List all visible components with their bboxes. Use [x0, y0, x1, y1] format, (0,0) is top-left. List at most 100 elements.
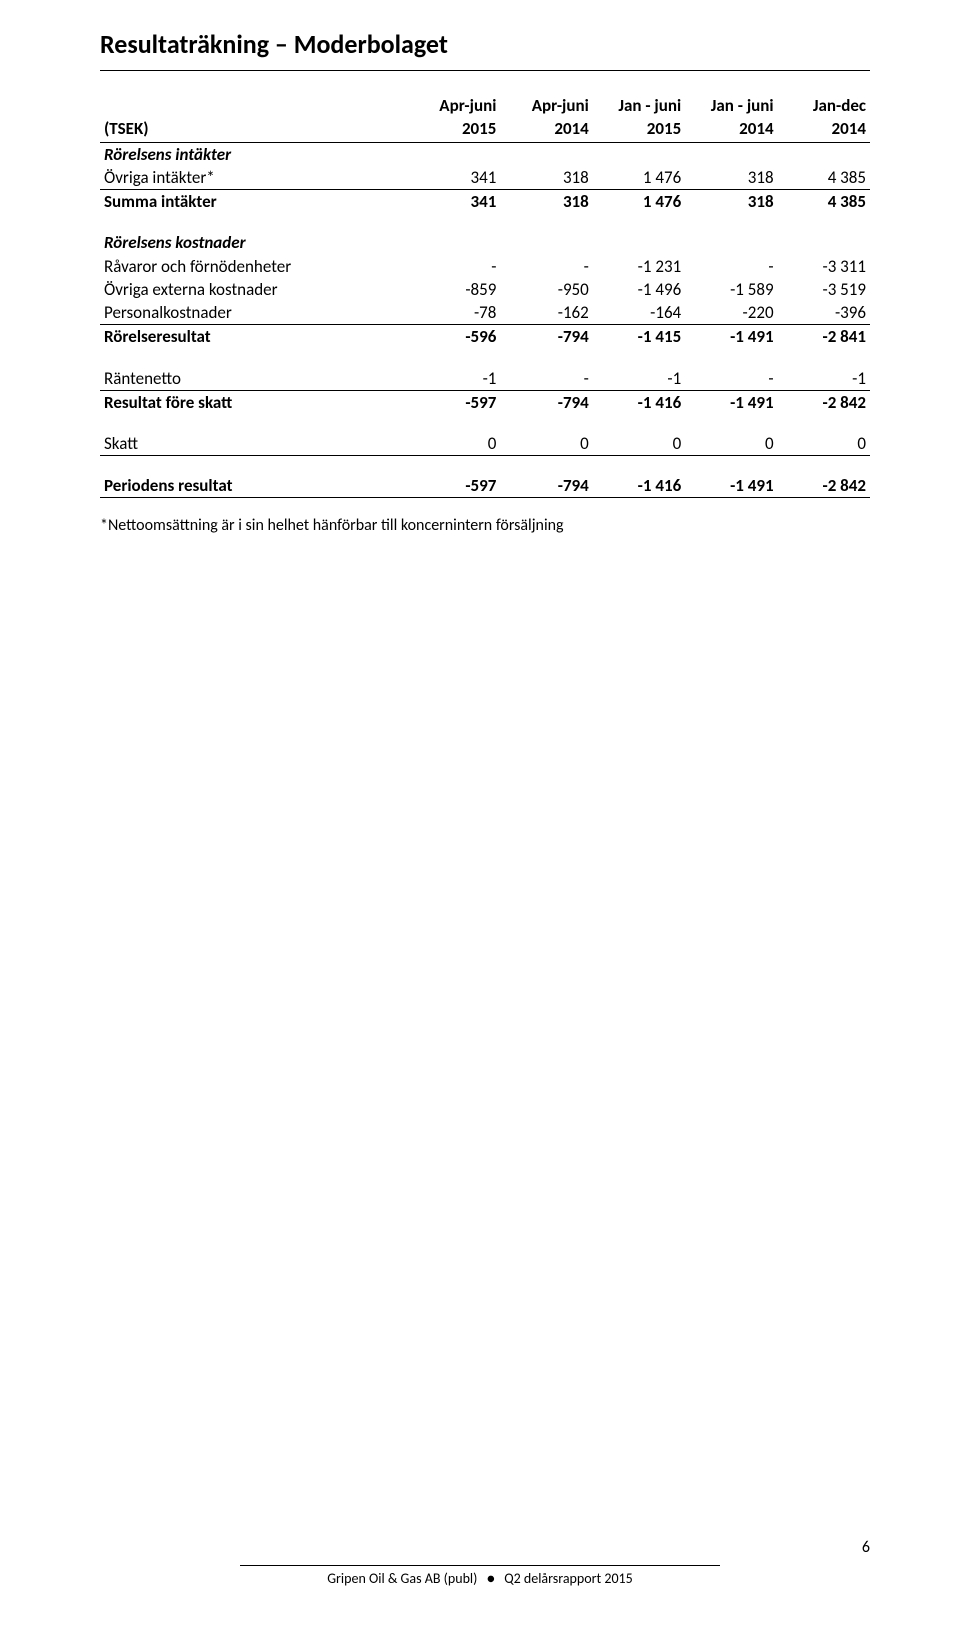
cell: 318 [685, 166, 777, 190]
table-row: Råvaror och förnödenheter - - -1 231 - -… [100, 255, 870, 278]
cell: -2 842 [778, 390, 870, 414]
cell: -597 [408, 390, 500, 414]
cell: 318 [500, 190, 592, 214]
cell: 1 476 [593, 166, 685, 190]
col-header: Apr-juni [408, 89, 500, 117]
cell: -220 [685, 301, 777, 325]
row-label: Summa intäkter [100, 190, 408, 214]
section-heading: Rörelsens intäkter [100, 142, 408, 166]
table-row: Rörelsens intäkter [100, 142, 870, 166]
cell: -2 842 [778, 474, 870, 498]
table-row: Rörelsens kostnader [100, 231, 870, 254]
page-footer: Gripen Oil & Gas AB (publ) ● Q2 delårsra… [0, 1565, 960, 1587]
cell: 0 [593, 432, 685, 456]
footer-left: Gripen Oil & Gas AB (publ) [327, 1570, 477, 1587]
spacer-row [100, 213, 870, 231]
cell: -1 496 [593, 278, 685, 301]
cell: -794 [500, 390, 592, 414]
cell: 341 [408, 166, 500, 190]
col-header: Jan-dec [778, 89, 870, 117]
cell: -2 841 [778, 325, 870, 349]
cell: 318 [500, 166, 592, 190]
table-row: Rörelseresultat -596 -794 -1 415 -1 491 … [100, 325, 870, 349]
cell: -1 491 [685, 390, 777, 414]
row-label: Övriga intäkter* [100, 166, 408, 190]
row-label: Resultat före skatt [100, 390, 408, 414]
col-header-tsek: (TSEK) [100, 117, 408, 142]
cell: -1 231 [593, 255, 685, 278]
spacer-row [100, 414, 870, 432]
cell: -950 [500, 278, 592, 301]
col-header: 2014 [685, 117, 777, 142]
cell: - [500, 255, 592, 278]
cell: -3 311 [778, 255, 870, 278]
cell: -596 [408, 325, 500, 349]
cell: -1 [593, 367, 685, 391]
cell: -1 [408, 367, 500, 391]
cell: 341 [408, 190, 500, 214]
cell: - [685, 255, 777, 278]
col-header: 2015 [408, 117, 500, 142]
row-label: Rörelseresultat [100, 325, 408, 349]
row-label: Periodens resultat [100, 474, 408, 498]
cell: -597 [408, 474, 500, 498]
col-header: Apr-juni [500, 89, 592, 117]
bullet-icon: ● [487, 1570, 495, 1587]
cell: -1 491 [685, 325, 777, 349]
col-header: Jan - juni [593, 89, 685, 117]
cell: 0 [408, 432, 500, 456]
title-rule [100, 70, 870, 71]
table-row: Resultat före skatt -597 -794 -1 416 -1 … [100, 390, 870, 414]
table-row: Övriga externa kostnader -859 -950 -1 49… [100, 278, 870, 301]
row-label: Skatt [100, 432, 408, 456]
col-header: Jan - juni [685, 89, 777, 117]
cell: - [500, 367, 592, 391]
col-header-blank [100, 89, 408, 117]
page-number: 6 [862, 1538, 870, 1557]
table-row: Personalkostnader -78 -162 -164 -220 -39… [100, 301, 870, 325]
row-label: Övriga externa kostnader [100, 278, 408, 301]
cell: -1 415 [593, 325, 685, 349]
footer-rule [240, 1565, 720, 1566]
col-header: 2014 [778, 117, 870, 142]
cell: -859 [408, 278, 500, 301]
cell: -396 [778, 301, 870, 325]
cell: 1 476 [593, 190, 685, 214]
table-row: Räntenetto -1 - -1 - -1 [100, 367, 870, 391]
cell: -1 416 [593, 390, 685, 414]
cell: 0 [685, 432, 777, 456]
row-label: Räntenetto [100, 367, 408, 391]
cell: -78 [408, 301, 500, 325]
cell: - [408, 255, 500, 278]
cell: -1 491 [685, 474, 777, 498]
section-heading: Rörelsens kostnader [100, 231, 408, 254]
income-statement-table: Apr-juni Apr-juni Jan - juni Jan - juni … [100, 89, 870, 498]
table-row: Skatt 0 0 0 0 0 [100, 432, 870, 456]
cell: 0 [500, 432, 592, 456]
row-label: Personalkostnader [100, 301, 408, 325]
cell: -794 [500, 325, 592, 349]
cell: -162 [500, 301, 592, 325]
cell: - [685, 367, 777, 391]
table-row: Summa intäkter 341 318 1 476 318 4 385 [100, 190, 870, 214]
row-label: Råvaror och förnödenheter [100, 255, 408, 278]
spacer-row [100, 349, 870, 367]
footer-right: Q2 delårsrapport 2015 [504, 1570, 633, 1587]
cell: -164 [593, 301, 685, 325]
col-header: 2015 [593, 117, 685, 142]
cell: -1 416 [593, 474, 685, 498]
cell: 318 [685, 190, 777, 214]
cell: -1 589 [685, 278, 777, 301]
cell: 4 385 [778, 190, 870, 214]
cell: -794 [500, 474, 592, 498]
table-row: Periodens resultat -597 -794 -1 416 -1 4… [100, 474, 870, 498]
table-row: Övriga intäkter* 341 318 1 476 318 4 385 [100, 166, 870, 190]
page-title: Resultaträkning – Moderbolaget [100, 28, 870, 60]
cell: -3 519 [778, 278, 870, 301]
col-header: 2014 [500, 117, 592, 142]
cell: 4 385 [778, 166, 870, 190]
cell: -1 [778, 367, 870, 391]
spacer-row [100, 456, 870, 474]
footnote: *Nettoomsättning är i sin helhet hänförb… [100, 516, 870, 535]
cell: 0 [778, 432, 870, 456]
